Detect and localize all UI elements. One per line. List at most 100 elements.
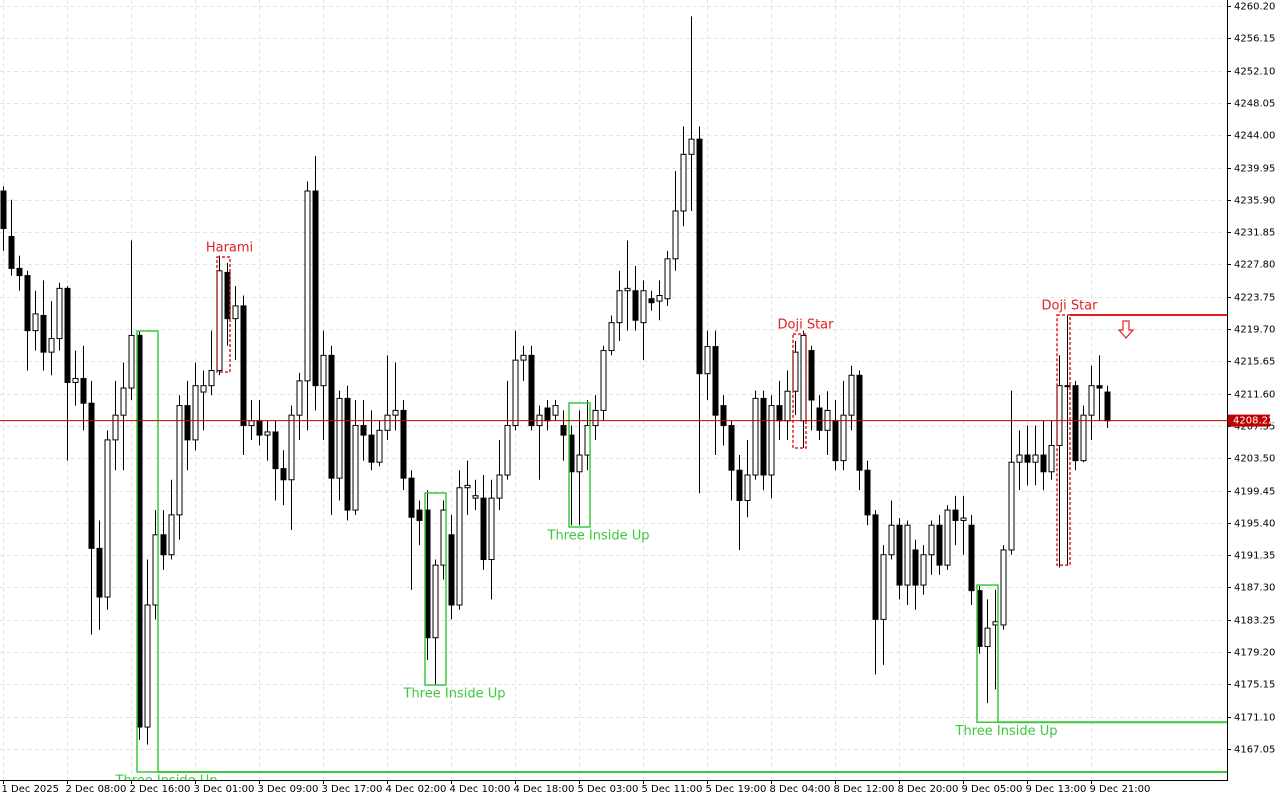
candle-body bbox=[352, 425, 359, 511]
candle-body bbox=[400, 409, 407, 479]
candle-body bbox=[208, 369, 215, 387]
candle-body bbox=[408, 477, 415, 518]
pattern-label: Three Inside Up bbox=[955, 724, 1058, 739]
candle-body bbox=[648, 298, 655, 304]
candle-body bbox=[672, 210, 679, 260]
candle-body bbox=[544, 407, 551, 422]
candle-body bbox=[88, 402, 95, 549]
candle-body bbox=[744, 474, 751, 502]
candle-body bbox=[864, 469, 871, 516]
candle-body bbox=[944, 509, 951, 566]
x-tick-label: 3 Dec 17:00 bbox=[322, 784, 383, 795]
candle-body bbox=[912, 549, 919, 586]
y-tick-label: 4235.90 bbox=[1234, 196, 1275, 207]
y-tick-label: 4207.55 bbox=[1234, 422, 1275, 433]
candle-body bbox=[280, 468, 287, 481]
candle-body bbox=[752, 397, 759, 476]
candle-body bbox=[736, 469, 743, 502]
candle-body bbox=[608, 322, 615, 352]
candle-body bbox=[8, 235, 15, 269]
y-tick-label: 4199.45 bbox=[1234, 487, 1275, 498]
candle-body bbox=[128, 334, 135, 389]
y-tick-label: 4215.65 bbox=[1234, 357, 1275, 368]
candle-body bbox=[392, 409, 399, 416]
y-tick-label: 4239.95 bbox=[1234, 164, 1275, 175]
candle-body bbox=[1016, 454, 1023, 463]
candle-body bbox=[312, 190, 319, 387]
signal-arrow bbox=[1117, 320, 1135, 339]
candle-body bbox=[632, 290, 639, 321]
candle-body bbox=[144, 604, 151, 728]
x-tick-label: 2 Dec 08:00 bbox=[66, 784, 127, 795]
y-tick-label: 4175.15 bbox=[1234, 680, 1275, 691]
y-tick-label: 4219.70 bbox=[1234, 325, 1275, 336]
candle-body bbox=[616, 290, 623, 324]
pattern-label: Three Inside Up bbox=[403, 687, 506, 702]
candle-body bbox=[432, 564, 439, 639]
y-tick-label: 4203.50 bbox=[1234, 454, 1275, 465]
y-tick-label: 4187.30 bbox=[1234, 583, 1275, 594]
pattern-label: Doji Star bbox=[1042, 298, 1099, 313]
candle-body bbox=[296, 380, 303, 416]
candle-body bbox=[1008, 461, 1015, 551]
pattern-box bbox=[1056, 314, 1071, 566]
candle-body bbox=[656, 295, 663, 302]
last-price-box bbox=[1228, 414, 1270, 427]
candle-body bbox=[808, 350, 815, 401]
candle-body bbox=[1032, 454, 1039, 463]
x-tick-label: 3 Dec 09:00 bbox=[258, 784, 319, 795]
candle-body bbox=[904, 524, 911, 586]
y-tick-label: 4183.25 bbox=[1234, 616, 1275, 627]
plot-area: Harami Three Inside Up Three Inside Up Thre… bbox=[0, 16, 1227, 780]
x-tick-label: 9 Dec 21:00 bbox=[1090, 784, 1151, 795]
candle-body bbox=[48, 338, 55, 353]
pattern-box bbox=[424, 492, 447, 686]
candle-body bbox=[80, 377, 87, 404]
candle-body bbox=[1104, 391, 1111, 422]
x-tick-label: 4 Dec 10:00 bbox=[450, 784, 511, 795]
y-tick-label: 4167.05 bbox=[1234, 745, 1275, 756]
candle-body bbox=[240, 305, 247, 427]
candle-body bbox=[168, 514, 175, 556]
candle-body bbox=[120, 387, 127, 416]
candle-body bbox=[688, 138, 695, 155]
candle-body bbox=[32, 313, 39, 332]
y-tick-label: 4256.15 bbox=[1234, 34, 1275, 45]
x-tick-label: 9 Dec 05:00 bbox=[962, 784, 1023, 795]
pattern-box bbox=[136, 330, 159, 773]
x-tick-label: 1 Dec 2025 bbox=[2, 784, 60, 795]
candle-body bbox=[360, 425, 367, 436]
candle-body bbox=[384, 414, 391, 431]
candle-body bbox=[504, 425, 511, 476]
candle-body bbox=[928, 524, 935, 556]
candle-body bbox=[520, 354, 527, 361]
candle-body bbox=[72, 377, 79, 383]
grid bbox=[0, 0, 1227, 780]
x-tick-label: 4 Dec 18:00 bbox=[514, 784, 575, 795]
pattern-label: Harami bbox=[206, 240, 253, 255]
pattern-box bbox=[792, 333, 807, 449]
candle-body bbox=[496, 474, 503, 499]
candle-body bbox=[1000, 549, 1007, 626]
candle-body bbox=[96, 547, 103, 598]
candle-body bbox=[1088, 385, 1095, 416]
last-price-label: 4208.22 bbox=[1233, 416, 1274, 427]
candle-body bbox=[0, 190, 7, 230]
candle-body bbox=[192, 385, 199, 441]
candle-body bbox=[344, 397, 351, 511]
candle-body bbox=[456, 487, 463, 606]
y-tick-label: 4252.10 bbox=[1234, 67, 1275, 78]
candle-body bbox=[1064, 385, 1071, 388]
candle-body bbox=[416, 509, 423, 521]
candle-body bbox=[768, 405, 775, 476]
candle-body bbox=[200, 385, 207, 393]
candle-body bbox=[104, 439, 111, 598]
y-tick-label: 4171.10 bbox=[1234, 713, 1275, 724]
candle-body bbox=[664, 258, 671, 300]
candle-body bbox=[872, 514, 879, 620]
candle-body bbox=[480, 497, 487, 561]
candle-body bbox=[576, 454, 583, 473]
candle-body bbox=[936, 524, 943, 566]
x-tick-label: 5 Dec 19:00 bbox=[706, 784, 767, 795]
